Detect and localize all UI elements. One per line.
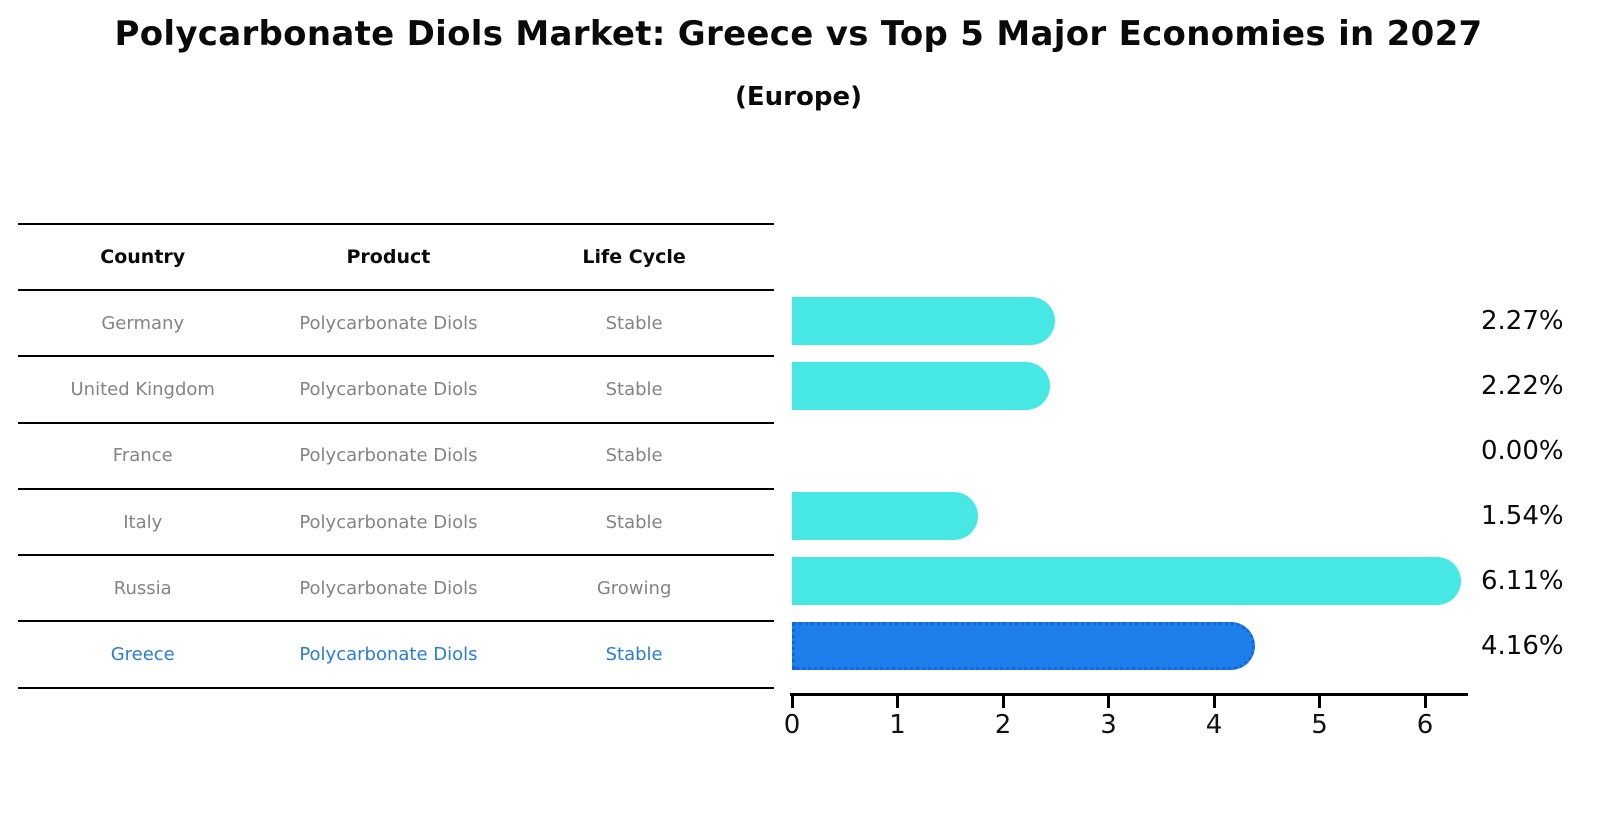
value-label-united-kingdom: 2.22% (1481, 371, 1564, 401)
cell-product: Polycarbonate Diols (299, 644, 478, 666)
value-label-italy: 1.54% (1481, 501, 1564, 531)
x-tick-mark-4 (1212, 696, 1216, 708)
cell-country: Germany (101, 312, 185, 334)
bar-greece (792, 622, 1255, 670)
cell-life-cycle: Stable (605, 378, 663, 400)
x-axis-line (790, 693, 1468, 696)
cell-country: Greece (110, 644, 175, 666)
table-row-germany: Germany Polycarbonate Diols Stable (18, 291, 774, 358)
cell-life-cycle: Stable (605, 644, 663, 666)
cell-life-cycle: Stable (605, 511, 663, 533)
bar-united-kingdom (792, 362, 1051, 410)
x-tick-mark-2 (1001, 696, 1005, 708)
page-subtitle: (Europe) (735, 82, 862, 112)
cell-life-cycle: Stable (605, 445, 663, 467)
x-tick-label-5: 5 (1311, 710, 1328, 740)
x-tick-mark-5 (1318, 696, 1321, 708)
cell-country: France (112, 445, 173, 467)
x-tick-label-1: 1 (889, 710, 906, 740)
cell-country: Russia (113, 577, 172, 599)
cell-product: Polycarbonate Diols (299, 445, 478, 467)
bar-italy (792, 492, 979, 540)
cell-product: Polycarbonate Diols (299, 378, 478, 400)
table-row-italy: Italy Polycarbonate Diols Stable (18, 490, 774, 557)
table-row-united-kingdom: United Kingdom Polycarbonate Diols Stable (18, 357, 774, 424)
x-tick-label-0: 0 (783, 710, 801, 740)
cell-life-cycle: Stable (605, 312, 663, 334)
x-tick-mark-6 (1423, 696, 1427, 708)
value-label-germany: 2.27% (1481, 306, 1564, 336)
column-header-country: Country (100, 246, 186, 268)
x-tick-label-2: 2 (994, 710, 1012, 740)
column-header-product: Product (346, 246, 431, 268)
cell-product: Polycarbonate Diols (299, 312, 478, 334)
country-table: Country Product Life Cycle Germany Polyca… (18, 223, 774, 689)
value-label-france: 0.00% (1481, 436, 1564, 466)
cell-country: United Kingdom (70, 378, 215, 400)
cell-product: Polycarbonate Diols (299, 511, 478, 533)
bar-germany (792, 297, 1056, 345)
table-row-russia: Russia Polycarbonate Diols Growing (18, 556, 774, 623)
cell-country: Italy (123, 511, 163, 533)
x-tick-label-6: 6 (1416, 710, 1434, 740)
bar-russia (792, 557, 1461, 605)
table-row-france: France Polycarbonate Diols Stable (18, 424, 774, 490)
x-tick-mark-0 (790, 696, 794, 708)
value-label-greece: 4.16% (1481, 631, 1564, 661)
x-tick-label-3: 3 (1100, 710, 1117, 740)
table-row-greece: Greece Polycarbonate Diols Stable (18, 622, 774, 689)
page-title: Polycarbonate Diols Market: Greece vs To… (114, 14, 1483, 54)
table-header-row: Country Product Life Cycle (18, 225, 774, 291)
x-tick-label-4: 4 (1205, 710, 1223, 740)
x-tick-mark-3 (1107, 696, 1110, 708)
cell-life-cycle: Growing (596, 577, 672, 599)
column-header-life-cycle: Life Cycle (582, 246, 686, 268)
x-tick-mark-1 (896, 696, 899, 708)
table-body: Germany Polycarbonate Diols Stable United K… (18, 291, 774, 689)
cell-product: Polycarbonate Diols (299, 577, 478, 599)
value-label-russia: 6.11% (1481, 566, 1564, 596)
